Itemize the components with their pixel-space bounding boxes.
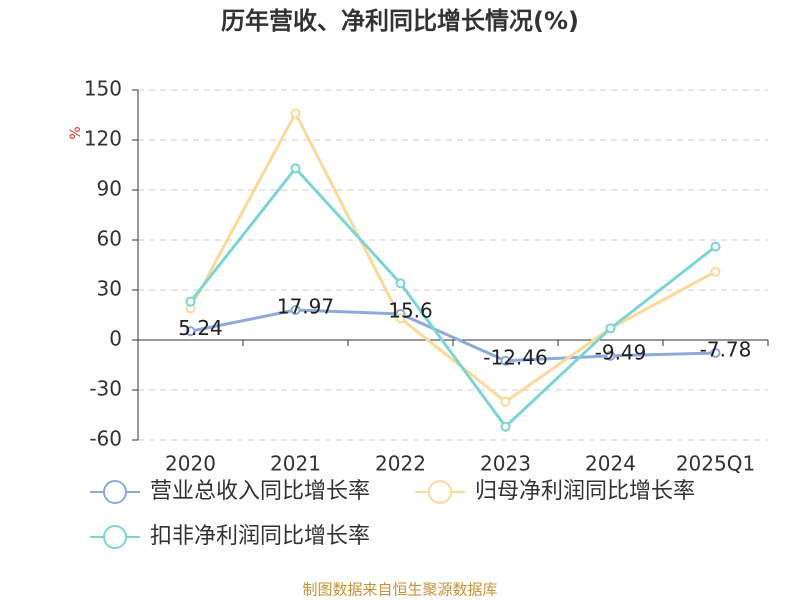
series-line bbox=[189, 166, 717, 429]
data-point bbox=[185, 326, 196, 337]
data-label: -9.49 bbox=[595, 340, 647, 364]
y-tick-label: 60 bbox=[97, 227, 122, 251]
x-tick-label: 2021 bbox=[270, 452, 321, 476]
chart-title: 历年营收、净利同比增长情况(%) bbox=[221, 7, 579, 35]
data-point bbox=[290, 108, 301, 119]
data-point bbox=[395, 313, 406, 324]
x-tick-label: 2020 bbox=[165, 452, 216, 476]
x-tick-label: 2022 bbox=[375, 452, 426, 476]
data-point bbox=[710, 266, 721, 277]
data-point bbox=[500, 396, 511, 407]
data-point bbox=[605, 350, 616, 361]
data-point bbox=[290, 305, 301, 316]
data-point bbox=[605, 323, 616, 334]
y-tick-label: -60 bbox=[89, 427, 122, 451]
series-line bbox=[190, 308, 716, 363]
data-point bbox=[710, 241, 721, 252]
legend-marker bbox=[103, 480, 127, 504]
data-label: 17.97 bbox=[277, 295, 334, 319]
legend-label: 营业总收入同比增长率 bbox=[150, 479, 370, 504]
data-point bbox=[710, 347, 721, 358]
y-tick-label: 0 bbox=[109, 327, 122, 351]
data-point bbox=[185, 296, 196, 307]
legend-marker bbox=[103, 525, 127, 549]
data-label: 15.6 bbox=[388, 299, 433, 323]
y-tick-label: 150 bbox=[84, 77, 122, 101]
data-point bbox=[395, 278, 406, 289]
data-point bbox=[500, 355, 511, 366]
data-point bbox=[500, 421, 511, 432]
legend-marker bbox=[428, 480, 452, 504]
data-label: -7.78 bbox=[700, 337, 752, 361]
legend-label: 归母净利润同比增长率 bbox=[475, 479, 695, 504]
series-line bbox=[189, 110, 717, 404]
x-tick-label: 2023 bbox=[480, 452, 531, 476]
y-tick-label: -30 bbox=[89, 377, 122, 401]
y-tick-label: 30 bbox=[97, 277, 122, 301]
source-note: 制图数据来自恒生聚源数据库 bbox=[302, 581, 497, 599]
y-tick-label: 120 bbox=[84, 127, 122, 151]
x-tick-label: 2025Q1 bbox=[676, 452, 755, 476]
y-tick-label: 90 bbox=[97, 177, 122, 201]
legend-label: 扣非净利润同比增长率 bbox=[150, 524, 370, 549]
x-tick-label: 2024 bbox=[585, 452, 636, 476]
data-label: -12.46 bbox=[483, 345, 547, 369]
y-axis-label: % bbox=[68, 126, 84, 139]
data-label: 5.24 bbox=[178, 316, 223, 340]
data-point bbox=[290, 163, 301, 174]
